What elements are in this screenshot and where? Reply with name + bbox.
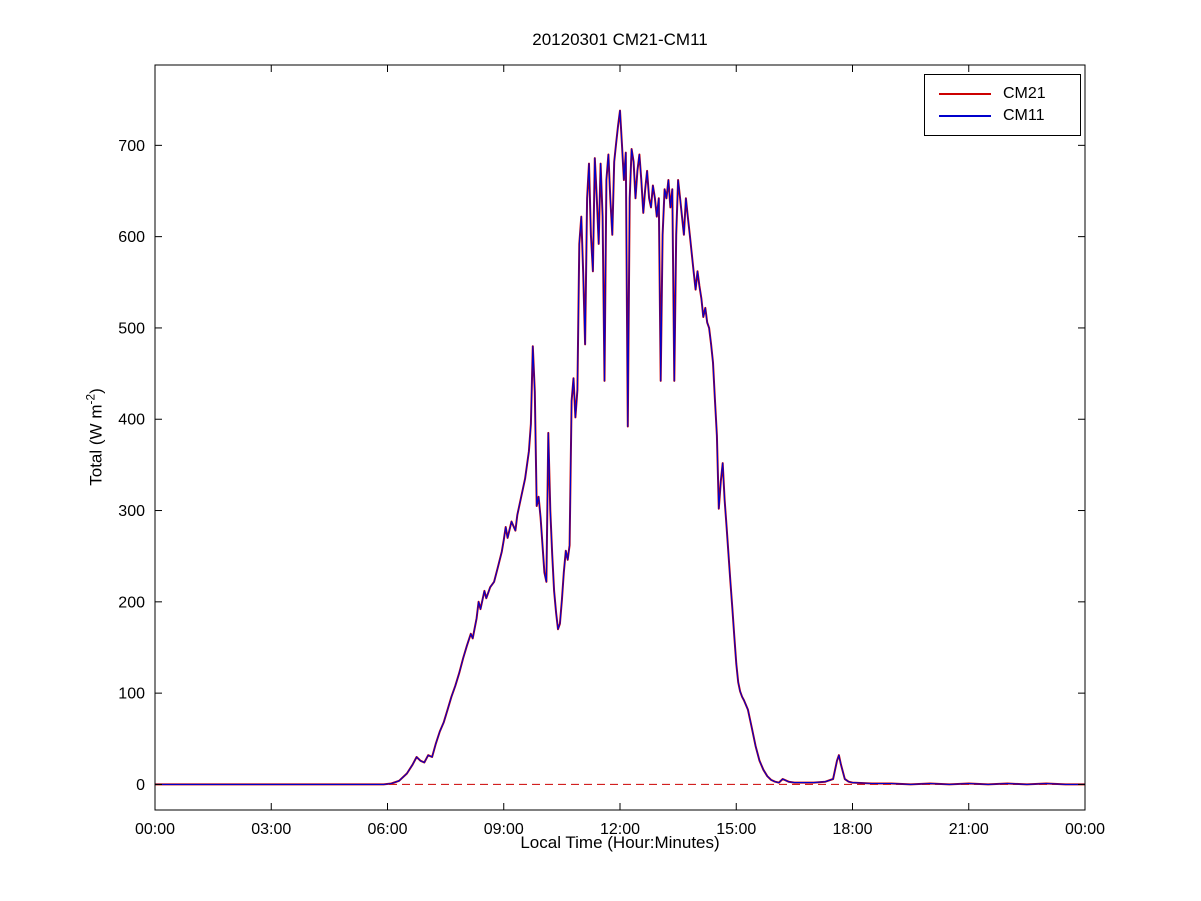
y-tick-label: 0 xyxy=(136,777,145,794)
legend-entry-cm21: CM21 xyxy=(925,86,1080,102)
data-series-layer xyxy=(155,109,1085,786)
x-tick-label: 09:00 xyxy=(484,821,524,838)
legend-entry-cm11: CM11 xyxy=(925,108,1080,124)
y-tick-label: 400 xyxy=(118,412,145,429)
x-tick-label: 15:00 xyxy=(716,821,756,838)
cm21-line-swatch xyxy=(939,93,991,95)
cm21-series-line xyxy=(155,109,1085,786)
cm11-series-line xyxy=(155,110,1085,785)
y-tick-label: 300 xyxy=(118,503,145,520)
x-tick-label: 03:00 xyxy=(251,821,291,838)
x-axis-label: Local Time (Hour:Minutes) xyxy=(520,833,720,852)
x-tick-label: 21:00 xyxy=(949,821,989,838)
y-tick-label: 700 xyxy=(118,138,145,155)
plot-border xyxy=(154,64,1086,811)
x-tick-label: 00:00 xyxy=(1065,821,1105,838)
y-tick-label: 600 xyxy=(118,229,145,246)
x-tick-label: 06:00 xyxy=(367,821,407,838)
x-tick-label: 12:00 xyxy=(600,821,640,838)
cm11-line-swatch xyxy=(939,115,991,117)
tick-layer: 0 100 200 300 400 500 600 700 00:00 03:00 06:00 09:… xyxy=(118,65,1105,838)
y-tick-label: 200 xyxy=(118,594,145,611)
legend-label-cm21: CM21 xyxy=(1003,85,1046,102)
y-tick-label: 100 xyxy=(118,686,145,703)
chart-title: 20120301 CM21-CM11 xyxy=(532,30,708,49)
x-tick-label: 00:00 xyxy=(135,821,175,838)
legend-label-cm11: CM11 xyxy=(1003,107,1045,124)
x-tick-label: 18:00 xyxy=(832,821,872,838)
legend: CM21 CM11 xyxy=(924,74,1081,136)
y-tick-label: 500 xyxy=(118,320,145,337)
